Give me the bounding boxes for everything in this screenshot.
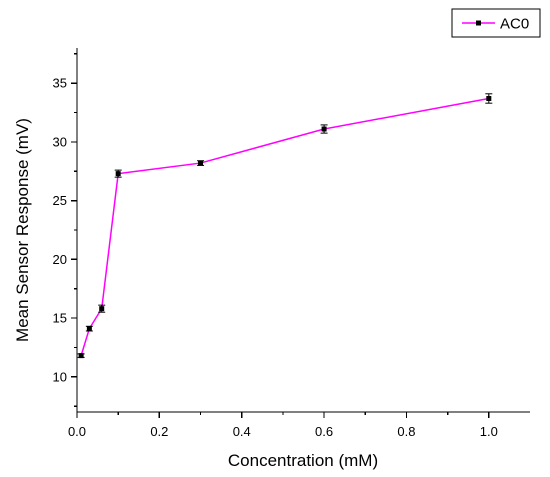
data-point xyxy=(99,306,105,312)
y-tick-label: 30 xyxy=(53,134,67,149)
legend: AC0 xyxy=(451,8,541,38)
x-axis-title: Concentration (mM) xyxy=(228,451,378,470)
data-point xyxy=(115,171,121,177)
data-point xyxy=(198,160,204,166)
data-point xyxy=(86,326,92,332)
x-tick-label: 1.0 xyxy=(480,424,498,439)
x-tick-label: 0.6 xyxy=(315,424,333,439)
y-axis-title: Mean Sensor Response (mV) xyxy=(13,118,32,342)
y-tick-label: 10 xyxy=(53,369,67,384)
x-tick-label: 0.4 xyxy=(233,424,251,439)
series-line-ac0 xyxy=(80,97,489,356)
axes xyxy=(76,48,530,413)
x-tick-label: 0.0 xyxy=(68,424,86,439)
x-tick-label: 0.2 xyxy=(150,424,168,439)
data-point xyxy=(321,126,327,132)
y-tick-label: 20 xyxy=(53,252,67,267)
legend-marker xyxy=(476,20,481,26)
data-series xyxy=(77,93,493,359)
y-tick-label: 35 xyxy=(53,76,67,91)
y-tick-label: 15 xyxy=(53,311,67,326)
data-point xyxy=(78,353,84,359)
data-point xyxy=(486,95,492,101)
ticks: 0.0 0.2 0.4 0.6 0.8 1.0 10 15 20 25 30 35 xyxy=(53,53,498,439)
y-tick-label: 25 xyxy=(53,193,67,208)
legend-label-ac0: AC0 xyxy=(500,16,529,33)
x-tick-label: 0.8 xyxy=(397,424,415,439)
